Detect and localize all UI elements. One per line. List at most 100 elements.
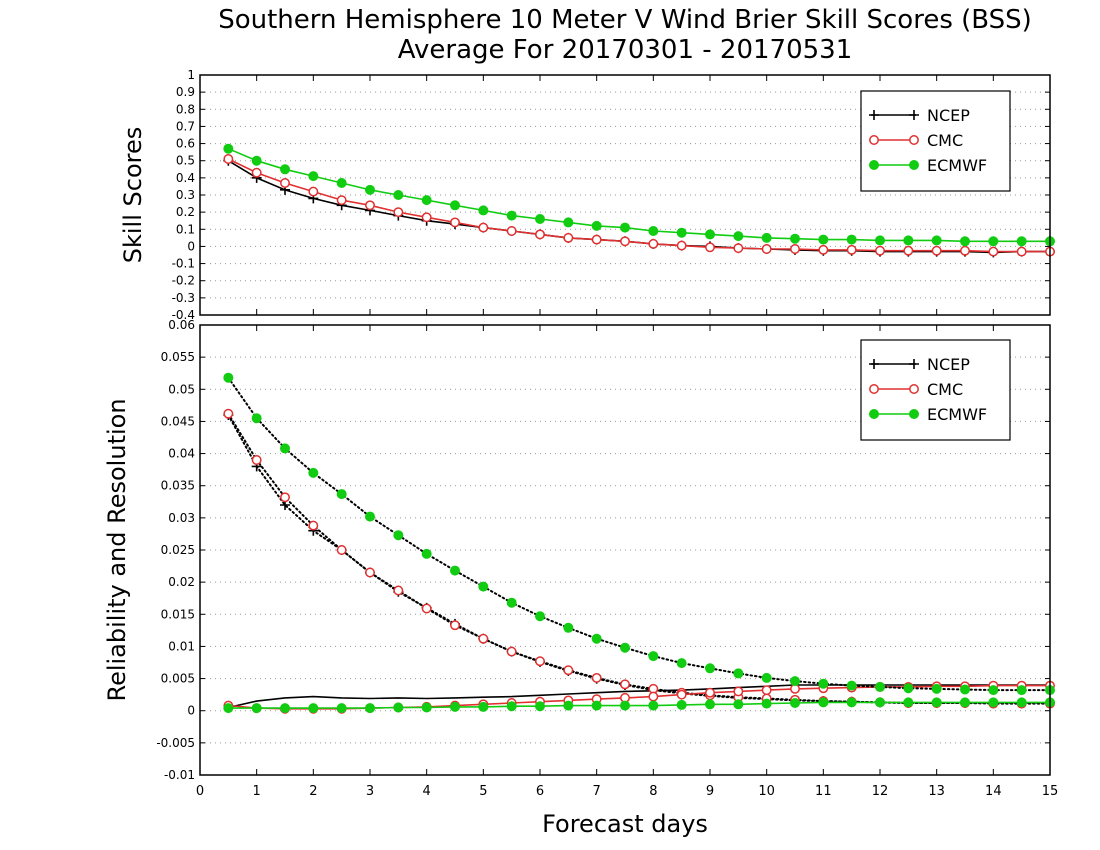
chart-title-line2: Average For 20170301 - 20170531 bbox=[398, 35, 853, 65]
skill-point-ecmwf bbox=[308, 171, 319, 182]
relres-point-cmc bbox=[336, 545, 347, 555]
relres-point-ecmwf bbox=[988, 697, 999, 708]
x-tick-label: 10 bbox=[758, 784, 775, 799]
skill-point-ecmwf bbox=[903, 235, 914, 246]
relres-point-ecmwf bbox=[365, 511, 375, 522]
skill-ytick-label: 0.7 bbox=[176, 119, 195, 133]
skill-point-cmc bbox=[846, 244, 857, 255]
relres-point-cmc bbox=[506, 646, 517, 657]
skill-point-cmc bbox=[790, 244, 800, 254]
skill-point-ecmwf bbox=[223, 143, 234, 154]
relres-point-ecmwf bbox=[790, 698, 800, 708]
skill-ytick-label: 0.8 bbox=[176, 102, 195, 116]
skill-ytick-label: 0.5 bbox=[176, 154, 195, 168]
relres-point-cmc bbox=[308, 520, 319, 531]
relres-ytick-label: 0.005 bbox=[161, 672, 195, 686]
x-tick-label: 4 bbox=[423, 784, 431, 799]
relres-point-ecmwf bbox=[790, 676, 800, 687]
relres-point-ecmwf bbox=[1016, 697, 1027, 708]
relres-point-ecmwf bbox=[251, 413, 262, 424]
skill-point-ecmwf bbox=[591, 220, 602, 231]
skill-point-ecmwf bbox=[875, 235, 885, 246]
skill-ytick-label: 0 bbox=[187, 239, 195, 253]
x-tick-label: 6 bbox=[536, 784, 544, 799]
bottom-panel-ylabel: Reliability and Resolution bbox=[103, 398, 131, 701]
relres-point-cmc bbox=[280, 492, 290, 503]
skill-point-cmc bbox=[648, 238, 659, 249]
skill-ytick-label: 1 bbox=[187, 68, 195, 82]
relres-point-cmc bbox=[535, 656, 545, 667]
relres-ytick-label: -0.005 bbox=[156, 736, 195, 750]
relres-point-cmc bbox=[563, 665, 574, 676]
skill-point-cmc bbox=[960, 245, 970, 256]
relres-point-ecmwf bbox=[421, 548, 432, 559]
skill-point-ecmwf bbox=[648, 226, 659, 236]
relres-point-ecmwf bbox=[478, 581, 489, 592]
skill-point-cmc bbox=[676, 240, 687, 251]
relres-legend-label-cmc: CMC bbox=[927, 380, 963, 399]
relres-point-ecmwf bbox=[506, 701, 517, 712]
relres-point-cmc bbox=[591, 672, 602, 683]
relres-point-ecmwf bbox=[988, 685, 999, 696]
relres-point-ecmwf bbox=[705, 699, 715, 710]
relres-point-ecmwf bbox=[903, 683, 914, 694]
relres-point-ecmwf bbox=[818, 697, 829, 708]
skill-legend-label-cmc: CMC bbox=[927, 131, 963, 150]
skill-ytick-label: -0.4 bbox=[172, 308, 195, 322]
relres-ytick-label: 0.035 bbox=[161, 479, 195, 493]
relres-legend: NCEP CMC ECMWF bbox=[860, 339, 1011, 441]
skill-point-ecmwf bbox=[506, 210, 517, 221]
relres-ytick-label: 0.045 bbox=[161, 414, 195, 428]
skill-legend-label-ncep: NCEP bbox=[927, 106, 970, 125]
skill-point-ecmwf bbox=[676, 227, 687, 238]
relres-point-ecmwf bbox=[280, 443, 290, 454]
skill-ytick-label: 0.1 bbox=[176, 222, 195, 236]
skill-ytick-label: 0.9 bbox=[176, 85, 195, 99]
skill-point-cmc bbox=[535, 229, 545, 240]
relres-point-ecmwf bbox=[931, 697, 942, 708]
relres-ytick-label: 0.06 bbox=[168, 318, 195, 332]
skill-point-ecmwf bbox=[790, 233, 800, 244]
skill-point-ecmwf bbox=[535, 214, 545, 224]
relres-point-ecmwf bbox=[421, 702, 432, 713]
relres-series-line-cmc bbox=[227, 412, 1051, 705]
relres-ytick-label: 0 bbox=[187, 704, 195, 718]
skill-legend-box bbox=[860, 90, 1011, 192]
relres-point-ecmwf bbox=[478, 701, 489, 712]
skill-point-ecmwf bbox=[931, 235, 942, 246]
relres-point-ecmwf bbox=[733, 699, 744, 710]
relres-ytick-label: 0.03 bbox=[168, 511, 195, 525]
skill-point-cmc bbox=[620, 236, 630, 247]
relres-point-ecmwf bbox=[450, 565, 460, 576]
relres-point-ecmwf bbox=[648, 651, 659, 662]
skill-point-ecmwf bbox=[1016, 236, 1027, 247]
skill-scores-panel: -0.4 -0.3 -0.2 -0.1 0 0.1 0.2 0.3 0.4 0.5 0.6 0.7 0.… bbox=[172, 68, 1055, 322]
relres-point-cmc bbox=[733, 686, 744, 697]
skill-point-cmc bbox=[761, 244, 772, 254]
relres-legend-marker-cmc bbox=[869, 384, 879, 394]
relres-point-ecmwf bbox=[336, 703, 347, 714]
skill-point-ecmwf bbox=[846, 234, 857, 245]
skill-point-cmc bbox=[988, 246, 999, 257]
skill-point-cmc bbox=[818, 244, 829, 255]
relres-point-ecmwf bbox=[648, 700, 659, 711]
relres-point-ecmwf bbox=[365, 703, 375, 714]
relres-point-ecmwf bbox=[676, 699, 687, 710]
relres-point-ecmwf bbox=[251, 703, 262, 714]
relres-point-cmc bbox=[676, 689, 687, 700]
relres-point-ecmwf bbox=[1016, 685, 1027, 696]
skill-point-cmc bbox=[308, 186, 319, 197]
relres-ytick-label: 0.025 bbox=[161, 543, 195, 557]
relres-ytick-label: 0.04 bbox=[168, 447, 195, 461]
skill-point-cmc bbox=[223, 154, 234, 164]
relres-point-cmc bbox=[365, 567, 375, 578]
skill-point-ecmwf bbox=[336, 178, 347, 188]
x-tick-label: 9 bbox=[706, 784, 714, 799]
skill-legend-marker-ecmwf bbox=[869, 160, 879, 170]
relres-point-ecmwf bbox=[960, 697, 970, 708]
skill-point-ecmwf bbox=[393, 190, 404, 200]
x-tick-label: 7 bbox=[593, 784, 601, 799]
relres-legend-label-ncep: NCEP bbox=[927, 355, 970, 374]
x-tick-label: 14 bbox=[985, 784, 1002, 799]
x-tick-label: 13 bbox=[928, 784, 945, 799]
